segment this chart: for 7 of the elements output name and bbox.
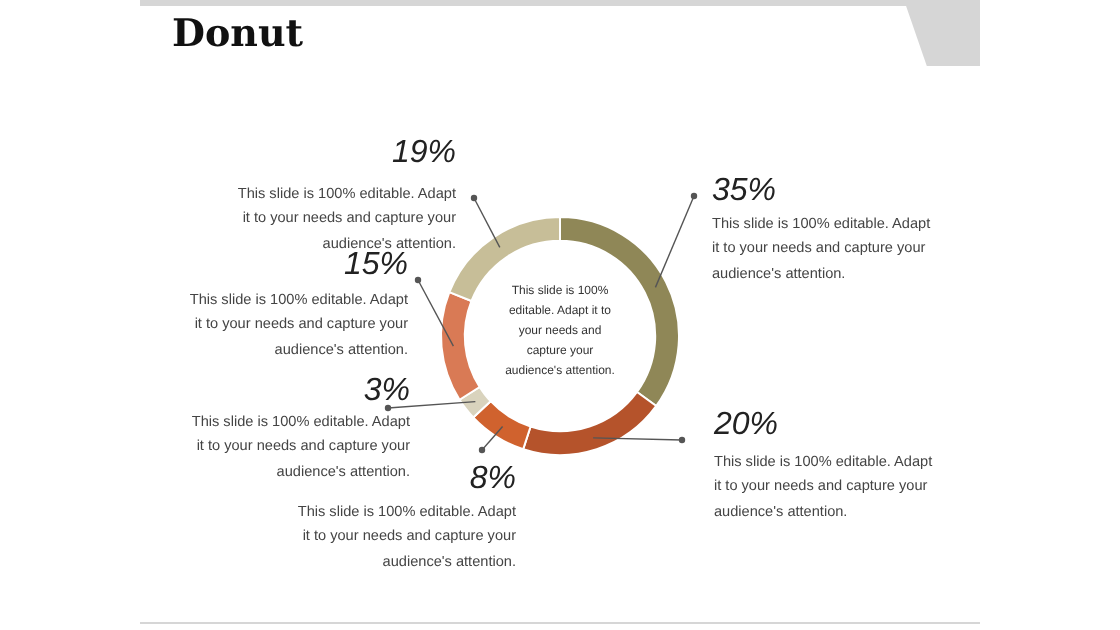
data-label: 19%	[389, 136, 456, 172]
data-label: 15%	[343, 248, 408, 284]
data-label: 3%	[361, 374, 410, 410]
chart-title: Donut	[172, 12, 304, 56]
data-label: 8%	[469, 462, 516, 496]
data-label: 20%	[714, 408, 779, 444]
data-label: 35%	[712, 174, 777, 210]
